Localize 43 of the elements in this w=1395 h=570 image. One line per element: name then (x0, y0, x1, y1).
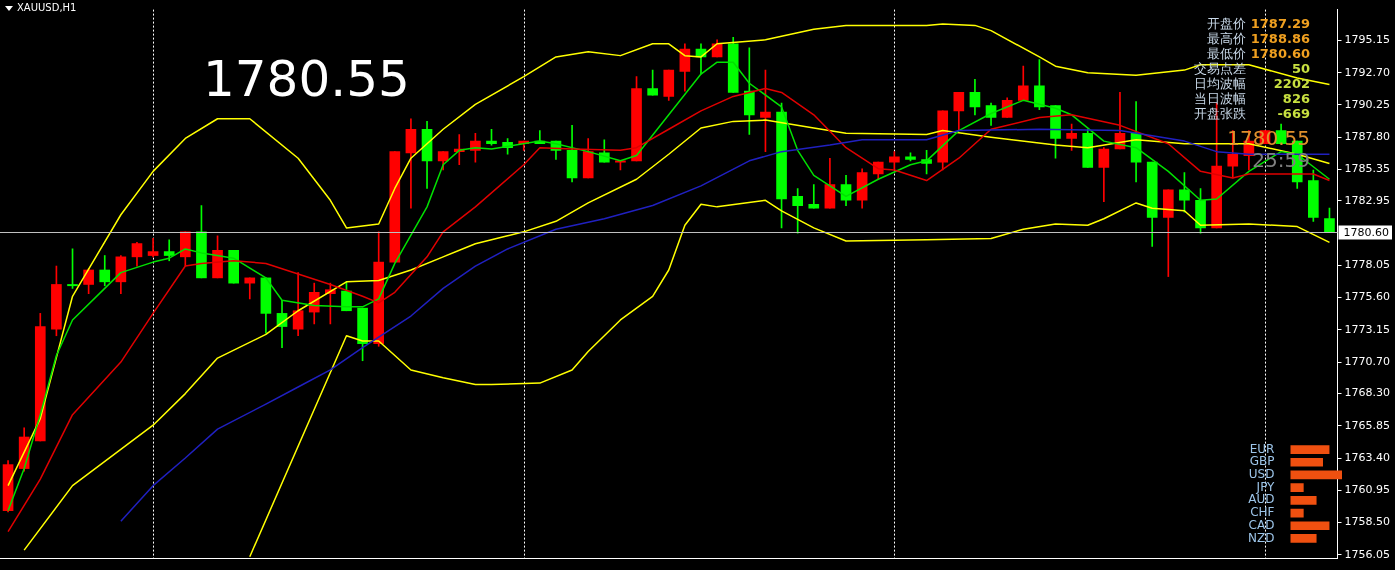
annotation: 1780.55 (203, 50, 410, 108)
y-tick-label: 1795.15 (1344, 33, 1391, 47)
bar (1290, 508, 1304, 518)
y-tick-label: 1790.25 (1344, 97, 1391, 111)
y-tick-label: JPY (1255, 479, 1276, 494)
annotation: 最高价 1788.86 (1207, 31, 1310, 46)
bar (1290, 457, 1323, 467)
y-tick-label: 1778.05 (1344, 258, 1391, 272)
y-tick-label: 1773.15 (1344, 322, 1391, 336)
bar (1290, 521, 1330, 531)
y-tick-label: 1785.35 (1344, 162, 1391, 176)
y-tick-label: AUD (1248, 492, 1275, 507)
y-tick-label: 1765.85 (1344, 418, 1391, 432)
y-tick-label: CAD (1248, 517, 1275, 532)
y-tick-label: CHF (1250, 505, 1275, 520)
candlestick (389, 151, 401, 263)
bar (1290, 483, 1304, 492)
y-tick-label: 1763.40 (1344, 450, 1391, 464)
annotation: 开盘价 1787.29 (1207, 16, 1310, 31)
y-tick-label: EUR (1249, 441, 1275, 456)
y-tick-label: 1770.70 (1344, 354, 1391, 368)
y-tick-label: USD (1248, 467, 1275, 482)
y-tick-label: 1792.70 (1344, 65, 1391, 79)
y-tick-label: 1760.95 (1344, 483, 1391, 497)
bar (1290, 445, 1330, 454)
y-tick-label: NZD (1248, 530, 1275, 545)
bar (1290, 496, 1317, 505)
text: 日均波幅 2202 (1194, 76, 1310, 91)
text: 当日波幅 826 (1194, 91, 1310, 106)
candlestick (808, 184, 820, 209)
ref-line-label: 1780.60 (1343, 226, 1390, 240)
y-tick-label: 1756.05 (1344, 547, 1391, 561)
y-tick-label: 1782.95 (1344, 193, 1391, 207)
bar (1290, 470, 1342, 480)
y-tick-label: 1775.60 (1344, 290, 1391, 304)
bar (1290, 534, 1317, 543)
y-tick-label: 1758.50 (1344, 515, 1391, 529)
y-tick-label: GBP (1249, 454, 1275, 469)
text: 交易点差 50 (1194, 61, 1310, 76)
chart-title: XAUUSD,H1 (17, 2, 77, 13)
y-tick-label: 1768.30 (1344, 386, 1391, 400)
annotation: 最低价 1780.60 (1207, 46, 1310, 61)
y-tick-label: 1787.80 (1344, 130, 1391, 144)
